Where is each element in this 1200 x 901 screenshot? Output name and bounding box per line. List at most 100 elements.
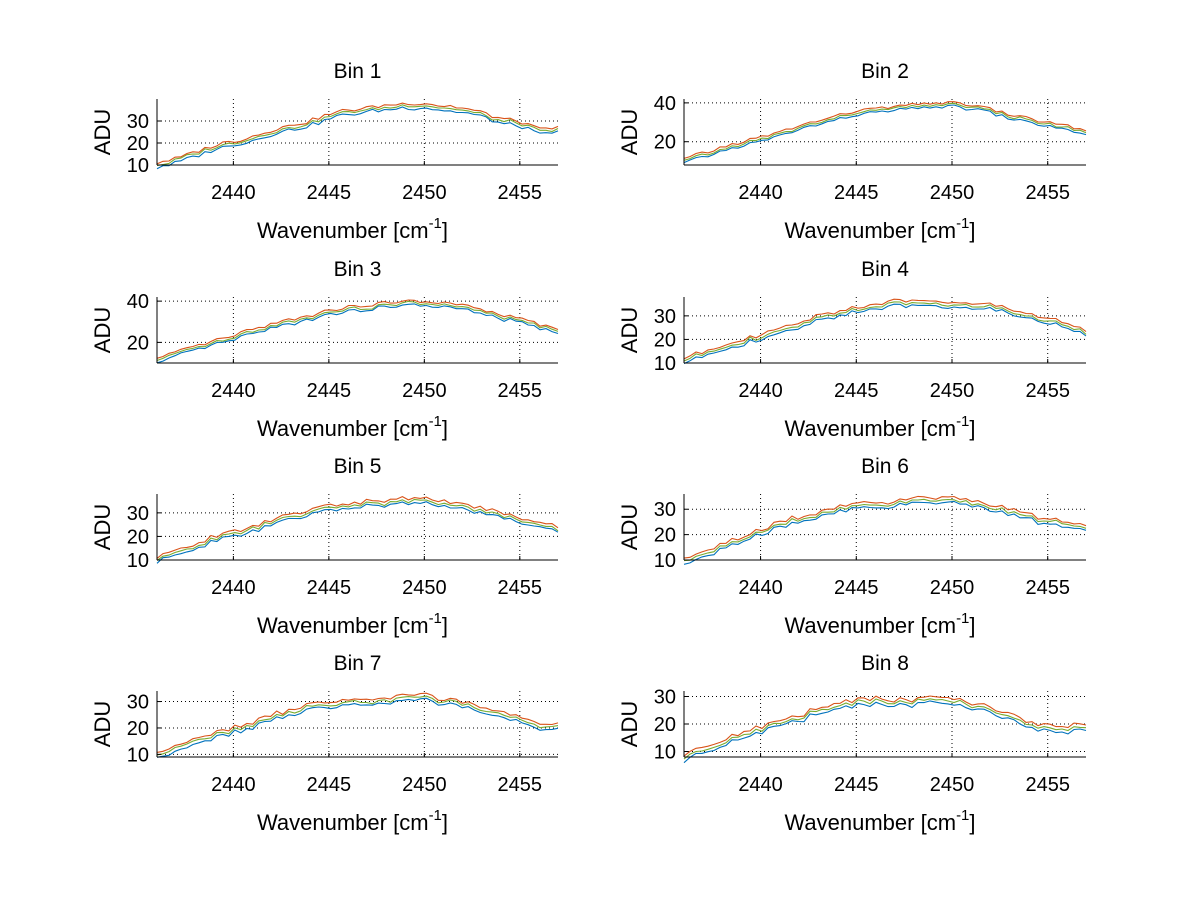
subplot-title: Bin 7 <box>334 652 382 675</box>
y-tick-label: 10 <box>654 550 676 572</box>
x-axis-label-name: Wavenumber <box>784 613 914 638</box>
series-line-3 <box>156 495 559 559</box>
y-tick-label: 30 <box>127 692 149 714</box>
series-line-3 <box>683 298 1087 360</box>
series-line-3 <box>683 495 1087 559</box>
y-axis-label: ADU <box>617 307 642 353</box>
x-tick-label: 2440 <box>211 774 256 796</box>
series-line-2 <box>683 498 1087 562</box>
x-axis-label-close: ] <box>969 613 975 638</box>
x-axis-label-unit: [cm <box>921 416 956 441</box>
y-tick-label: 40 <box>654 93 676 115</box>
x-tick-label: 2440 <box>738 577 783 599</box>
subplot-title: Bin 8 <box>861 652 909 675</box>
x-axis-label-exponent: -1 <box>956 413 969 430</box>
subplot-title: Bin 1 <box>334 60 382 83</box>
y-tick-label: 10 <box>654 742 676 764</box>
series-line-1 <box>683 303 1087 365</box>
x-axis-label: Wavenumber [cm-1] <box>257 610 448 638</box>
y-tick-label: 30 <box>654 499 676 521</box>
series-line-3 <box>156 692 559 753</box>
x-axis-label-exponent: -1 <box>429 413 442 430</box>
series-line-3 <box>156 299 559 359</box>
x-axis-label-exponent: -1 <box>429 215 442 232</box>
series-line-2 <box>683 698 1087 760</box>
x-axis-label-close: ] <box>442 810 448 835</box>
x-tick-label: 2455 <box>1025 182 1070 204</box>
y-axis-label: ADU <box>617 701 642 747</box>
subplot-title: Bin 4 <box>861 258 909 281</box>
y-axis-label: ADU <box>90 701 115 747</box>
y-tick-label: 20 <box>654 525 676 547</box>
x-axis-label-name: Wavenumber <box>257 613 387 638</box>
x-tick-label: 2455 <box>498 182 543 204</box>
x-axis-label: Wavenumber [cm-1] <box>784 215 975 243</box>
y-axis-label: ADU <box>617 109 642 155</box>
x-axis-label-unit: [cm <box>393 613 428 638</box>
y-axis-label: ADU <box>90 504 115 550</box>
subplot-bin-7: 2440 2445 2450 2455 10 20 30 Bin 7 ADU Wavenumber… <box>90 652 559 835</box>
x-axis-label: Wavenumber [cm-1] <box>257 413 448 441</box>
x-tick-label: 2440 <box>211 577 256 599</box>
series-line-1 <box>683 104 1087 164</box>
y-tick-label: 20 <box>654 329 676 351</box>
x-axis-label-unit: [cm <box>921 613 956 638</box>
x-axis-label-unit: [cm <box>921 810 956 835</box>
y-tick-label: 10 <box>127 550 149 572</box>
y-tick-label: 30 <box>654 687 676 709</box>
x-tick-label: 2440 <box>211 182 256 204</box>
x-axis-label-exponent: -1 <box>429 807 442 824</box>
x-axis-label-close: ] <box>442 416 448 441</box>
x-axis-label-name: Wavenumber <box>257 218 387 243</box>
x-axis-label: Wavenumber [cm-1] <box>257 807 448 835</box>
x-axis-label-exponent: -1 <box>956 807 969 824</box>
x-tick-label: 2440 <box>211 380 256 402</box>
x-tick-label: 2440 <box>738 182 783 204</box>
y-tick-label: 10 <box>127 744 149 766</box>
x-tick-label: 2455 <box>1025 577 1070 599</box>
x-axis-label: Wavenumber [cm-1] <box>784 807 975 835</box>
series-line-2 <box>156 104 559 167</box>
x-tick-label: 2455 <box>498 774 543 796</box>
x-axis-label-close: ] <box>969 218 975 243</box>
y-axis-label: ADU <box>617 504 642 550</box>
x-axis-label-close: ] <box>442 218 448 243</box>
series-line-1 <box>683 500 1087 565</box>
x-tick-label: 2445 <box>307 182 352 204</box>
x-tick-label: 2450 <box>402 774 447 796</box>
subplot-bin-6: 2440 2445 2450 2455 10 20 30 Bin 6 ADU Wavenumber… <box>617 455 1087 638</box>
y-tick-label: 40 <box>127 291 149 313</box>
x-tick-label: 2445 <box>307 577 352 599</box>
x-tick-label: 2450 <box>930 577 975 599</box>
y-tick-label: 20 <box>654 714 676 736</box>
subplot-title: Bin 6 <box>861 455 909 478</box>
series-line-2 <box>156 695 559 756</box>
x-tick-label: 2450 <box>402 182 447 204</box>
y-tick-label: 20 <box>654 132 676 154</box>
x-axis-label-close: ] <box>969 416 975 441</box>
x-tick-label: 2445 <box>834 774 879 796</box>
x-axis-label-unit: [cm <box>393 218 428 243</box>
x-tick-label: 2450 <box>930 774 975 796</box>
y-tick-label: 20 <box>127 133 149 155</box>
y-tick-label: 30 <box>127 503 149 525</box>
x-axis-label-name: Wavenumber <box>257 416 387 441</box>
x-axis-label-unit: [cm <box>393 810 428 835</box>
x-axis-label-name: Wavenumber <box>257 810 387 835</box>
y-axis-label: ADU <box>90 109 115 155</box>
x-axis-label: Wavenumber [cm-1] <box>784 610 975 638</box>
x-tick-label: 2450 <box>402 380 447 402</box>
y-tick-label: 20 <box>127 718 149 740</box>
series-line-1 <box>156 303 559 364</box>
y-tick-label: 20 <box>127 332 149 354</box>
x-axis-label-exponent: -1 <box>429 610 442 627</box>
x-tick-label: 2445 <box>834 577 879 599</box>
series-line-2 <box>156 300 559 362</box>
x-tick-label: 2450 <box>930 380 975 402</box>
x-tick-label: 2455 <box>1025 774 1070 796</box>
x-axis-label-exponent: -1 <box>956 610 969 627</box>
series-line-3 <box>683 695 1087 757</box>
